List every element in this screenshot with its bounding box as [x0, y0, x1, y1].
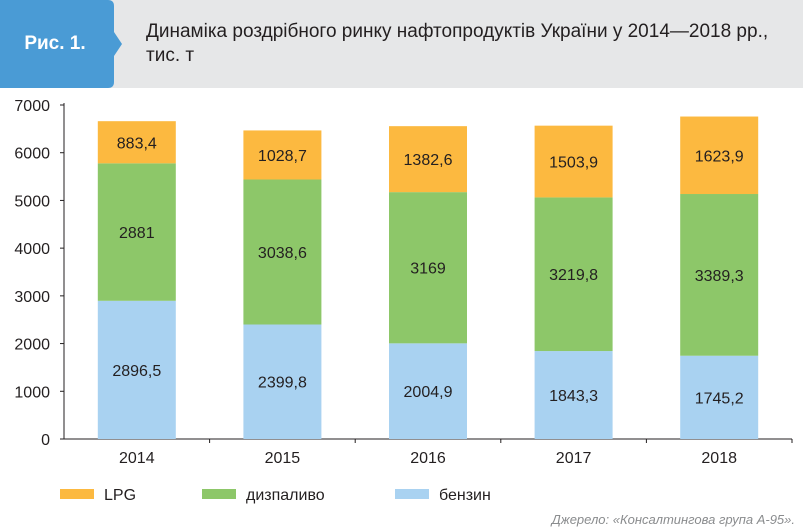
bar-segment [389, 343, 467, 439]
bar-segment [534, 125, 613, 198]
x-tick-label: 2016 [410, 450, 446, 467]
x-tick-label: 2018 [701, 450, 737, 467]
bar-segment [243, 179, 322, 325]
data-label: 1503,9 [549, 155, 598, 172]
bar-segment [534, 197, 613, 352]
y-tick-label: 3000 [14, 289, 50, 306]
data-label: 2881 [119, 225, 155, 242]
data-label: 3389,3 [695, 268, 744, 285]
figure-label: Рис. 1. [24, 33, 86, 54]
data-label: 2399,8 [258, 375, 307, 392]
x-tick-label: 2017 [556, 450, 592, 467]
legend-label: дизпаливо [246, 487, 325, 504]
legend-label: бензин [439, 487, 491, 504]
source-note: Джерело: «Консалтингова група А-95». [551, 512, 795, 527]
bar-segment [97, 300, 176, 439]
bar-segment [680, 194, 759, 356]
y-tick-label: 5000 [14, 193, 50, 210]
data-label: 2004,9 [404, 384, 453, 401]
bar-segment [243, 130, 322, 180]
legend-swatch [60, 489, 94, 499]
y-tick-label: 7000 [14, 98, 50, 115]
figure-header: Рис. 1. Динаміка роздрібного ринку нафто… [0, 0, 803, 88]
y-tick-label: 2000 [14, 337, 50, 354]
y-tick-label: 4000 [14, 241, 50, 258]
data-label: 3169 [410, 261, 446, 278]
data-label: 2896,5 [112, 363, 161, 380]
data-label: 1623,9 [695, 148, 744, 165]
bar-segment [243, 324, 322, 439]
data-label: 1745,2 [695, 390, 744, 407]
x-tick-label: 2014 [119, 450, 155, 467]
stacked-bar-chart: 0 1000 2000 3000 4000 5000 6000 7000 2896,5 2881 8… [14, 98, 793, 504]
data-label: 1843,3 [549, 388, 598, 405]
y-tick-label: 6000 [14, 146, 50, 163]
figure-badge [0, 0, 122, 88]
data-label: 883,4 [117, 135, 157, 152]
bar-segment [680, 355, 759, 439]
chart-title: Динаміка роздрібного ринку нафтопродукті… [146, 21, 769, 66]
bar-segment [97, 163, 176, 301]
data-label: 3038,6 [258, 245, 307, 262]
bar-segment [680, 116, 759, 195]
legend-swatch [202, 489, 236, 499]
data-label: 1028,7 [258, 148, 307, 165]
x-tick-label: 2015 [265, 450, 301, 467]
bar-segment [534, 351, 613, 439]
bar-segment [389, 192, 467, 344]
bar-segment [97, 121, 176, 164]
legend-swatch [395, 489, 429, 499]
y-tick-label: 1000 [14, 384, 50, 401]
data-label: 1382,6 [404, 152, 453, 169]
legend-label: LPG [104, 487, 136, 504]
data-label: 3219,8 [549, 267, 598, 284]
y-tick-label: 0 [41, 432, 50, 449]
bar-segment [389, 126, 467, 193]
